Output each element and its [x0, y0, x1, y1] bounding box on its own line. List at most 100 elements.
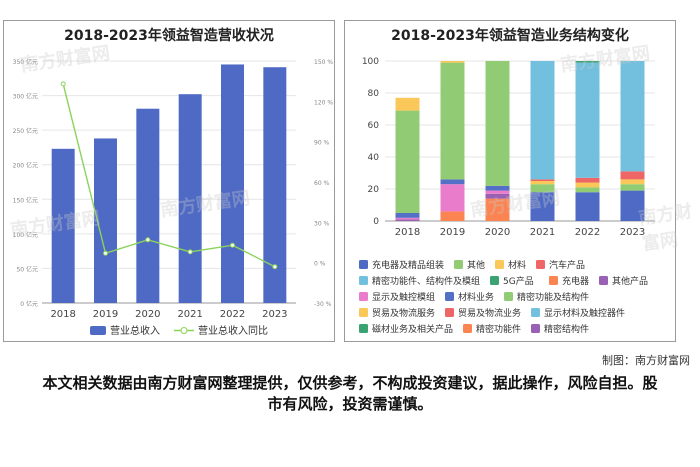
y-tick-label: 100	[362, 57, 379, 67]
legend-label: 贸易及物流业务	[458, 307, 521, 319]
x-tick-label: 2019	[93, 309, 118, 320]
stack-segment	[485, 193, 510, 199]
x-tick-label: 2020	[485, 227, 510, 238]
legend-label: 材料业务	[458, 291, 494, 303]
stack-segment	[440, 61, 465, 63]
legend-swatch	[359, 308, 368, 317]
y-tick-label: 150 亿元	[13, 196, 38, 204]
revenue-bar	[221, 64, 244, 303]
legend-swatch	[454, 260, 463, 269]
yoy-point	[103, 250, 108, 256]
legend-swatch	[531, 324, 540, 333]
stack-segment	[440, 62, 465, 180]
legend-label: 精密功能及结构件	[517, 291, 589, 303]
stack-segment	[530, 61, 555, 180]
stack-segment	[395, 110, 420, 213]
yoy-point	[145, 237, 151, 243]
revenue-bar	[136, 108, 160, 303]
stack-segment	[395, 213, 420, 218]
stack-segment	[395, 217, 420, 220]
stack-segment	[485, 198, 510, 221]
y-tick-label: 50 亿元	[16, 265, 38, 273]
stack-segment	[575, 177, 600, 183]
x-tick-label: 2021	[530, 227, 555, 238]
legend-swatch	[445, 292, 454, 301]
legend-swatch	[359, 260, 368, 269]
y2-tick-label: 0 %	[314, 261, 326, 268]
x-tick-label: 2023	[262, 309, 287, 320]
x-tick-label: 2023	[620, 227, 645, 238]
legend-label: 精密结构件	[544, 323, 589, 335]
legend-label: 显示材料及触控器件	[544, 307, 625, 319]
legend-swatch	[359, 276, 368, 285]
legend-label: 材料	[508, 259, 526, 271]
legend-label: 其他产品	[612, 275, 648, 287]
x-tick-label: 2021	[177, 309, 202, 320]
y-tick-label: 60	[368, 121, 380, 131]
stack-segment	[530, 184, 555, 193]
stack-segment	[620, 184, 645, 191]
revenue-bar	[178, 94, 202, 303]
legend-marker-yoy	[180, 327, 188, 334]
structure-chart-panel: 2018-2023年领益智造业务结构变化 0 20 40 60 80 100 2018 201…	[344, 20, 676, 342]
x-tick-label: 2019	[440, 227, 465, 238]
y-tick-label: 0 亿元	[20, 300, 38, 308]
stack-segment	[575, 187, 600, 193]
y-tick-label: 300 亿元	[13, 93, 38, 101]
stack-segment	[620, 171, 645, 180]
y2-tick-label: 30 %	[314, 220, 330, 227]
x-tick-label: 2018	[395, 227, 420, 238]
stack-segment	[440, 179, 465, 185]
stack-segment	[575, 61, 600, 63]
y-tick-label: 40	[368, 153, 380, 163]
legend-swatch	[490, 276, 499, 285]
y2-tick-label: 150 %	[314, 59, 333, 66]
stack-segment	[395, 97, 420, 111]
stack-segment	[575, 192, 600, 221]
revenue-bar	[263, 67, 287, 303]
yoy-line	[62, 83, 276, 268]
y2-tick-label: -30 %	[314, 301, 332, 308]
yoy-point	[187, 249, 193, 255]
legend-label: 充电器	[562, 275, 589, 287]
legend-swatch	[549, 276, 558, 285]
legend-swatch	[359, 292, 368, 301]
legend-label: 精密功能件	[476, 323, 521, 335]
legend-label: 精密功能件、结构件及模组	[372, 275, 480, 287]
y-tick-label: 100 亿元	[13, 231, 38, 239]
yoy-point	[272, 264, 278, 270]
legend-swatch	[599, 276, 608, 285]
stack-segment	[395, 219, 420, 221]
stack-segment	[620, 190, 645, 221]
stack-segment	[575, 182, 600, 188]
stack-segment	[485, 190, 510, 194]
y2-tick-label: 60 %	[314, 180, 330, 187]
y-tick-label: 250 亿元	[13, 127, 38, 135]
revenue-chart-panel: 2018-2023年领益智造营收状况 0 亿元 50 亿元 100 亿元 150 亿元…	[3, 20, 335, 342]
disclaimer-text: 本文相关数据由南方财富网整理提供，仅供参考，不构成投资建议，据此操作，风险自担。…	[42, 374, 658, 413]
legend-label: 汽车产品	[549, 259, 585, 271]
x-tick-label: 2018	[50, 309, 75, 320]
y-tick-label: 80	[368, 89, 380, 99]
revenue-bar	[51, 148, 75, 303]
y-tick-label: 350 亿元	[13, 58, 38, 66]
legend-label-yoy: 营业总收入同比	[198, 324, 268, 337]
x-tick-label: 2020	[135, 309, 160, 320]
stack-segment	[620, 61, 645, 172]
revenue-bar	[94, 138, 117, 303]
legend-label: 5G产品	[503, 275, 534, 287]
structure-chart: 0 20 40 60 80 100 2018 2019 2020 2021 2022 2023 充电器及…	[359, 57, 655, 335]
revenue-chart: 0 亿元 50 亿元 100 亿元 150 亿元 200 亿元 250 亿元 300 亿元 3…	[13, 58, 334, 337]
stack-segment	[440, 184, 465, 212]
legend-swatch	[495, 260, 504, 269]
stack-segment	[485, 185, 510, 191]
legend-swatch	[463, 324, 472, 333]
legend-label: 其他	[467, 259, 485, 271]
y2-tick-label: 120 %	[314, 99, 333, 106]
y-tick-label: 0	[373, 217, 379, 227]
x-tick-label: 2022	[220, 309, 245, 320]
structure-chart-title: 2018-2023年领益智造业务结构变化	[391, 28, 629, 44]
legend-swatch	[536, 260, 545, 269]
yoy-point	[230, 242, 235, 248]
stack-segment	[530, 181, 555, 185]
